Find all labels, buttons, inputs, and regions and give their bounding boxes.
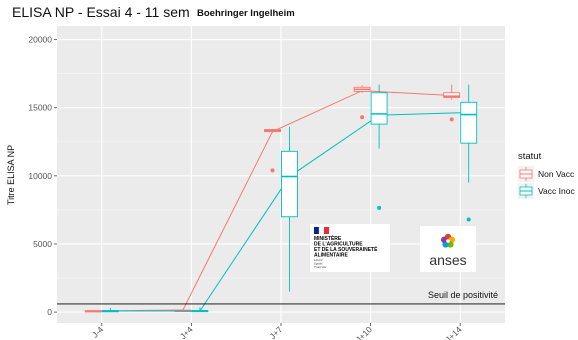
x-tick-label: J+10 xyxy=(354,324,374,340)
outlier-point xyxy=(466,217,471,222)
outlier-point xyxy=(449,117,454,122)
ministry-motto-2: Égalité xyxy=(313,261,323,266)
legend-keys: Non Vacc Vacc Inoc xyxy=(518,166,575,199)
x-tick-label: J+4 xyxy=(178,324,195,340)
grid xyxy=(57,26,505,323)
x-tick-label: J+7 xyxy=(267,324,284,340)
ministry-logo: MINISTÈRE DE L'AGRICULTURE ET DE LA SOUV… xyxy=(310,224,390,272)
x-tick-label: J+14 xyxy=(443,324,463,340)
chart-title: ELISA NP - Essai 4 - 11 sem xyxy=(12,4,190,20)
y-tick-label: 5000 xyxy=(33,239,52,249)
chart-marks xyxy=(84,84,478,313)
brand-label: Boehringer Ingelheim xyxy=(197,8,295,19)
anses-logo: anses xyxy=(420,226,476,272)
box xyxy=(370,92,388,125)
legend: statut Non Vacc Vacc Inoc xyxy=(518,151,575,199)
anses-flower-icon xyxy=(441,233,455,248)
x-tick-label: J-4 xyxy=(90,324,106,340)
flag-red xyxy=(324,227,329,234)
flag-white xyxy=(318,226,325,235)
y-axis-ticks: 0 5000 10000 15000 20000 xyxy=(28,35,57,317)
threshold-label: Seuil de positivité xyxy=(428,290,498,300)
y-tick-label: 20000 xyxy=(28,35,52,45)
y-tick-label: 10000 xyxy=(28,171,52,181)
y-axis-title: Titre ELISA NP xyxy=(6,145,16,205)
ministry-motto-1: Liberté xyxy=(313,258,323,262)
box xyxy=(281,150,298,218)
ministry-line-3: ET DE LA SOUVERAINETÉ xyxy=(314,245,378,253)
legend-label: Vacc Inoc xyxy=(538,186,575,196)
ministry-line-4: ALIMENTAIRE xyxy=(314,253,348,259)
ministry-line-2: DE L'AGRICULTURE xyxy=(314,242,363,248)
anses-logo-bg xyxy=(420,226,476,272)
outlier-point xyxy=(377,205,382,210)
legend-label: Non Vacc xyxy=(538,169,575,179)
x-axis-ticks: J-4 J+4 J+7 J+10 J+14 xyxy=(90,323,464,340)
box xyxy=(443,92,461,98)
y-tick-label: 15000 xyxy=(28,103,52,113)
ministry-motto-3: Fraternité xyxy=(313,265,327,269)
outlier-point xyxy=(270,168,275,173)
ministry-line-1: MINISTÈRE xyxy=(314,234,342,242)
flag-blue xyxy=(314,227,319,234)
anses-wordmark: anses xyxy=(429,252,466,268)
legend-title: statut xyxy=(518,151,542,162)
outlier-point xyxy=(360,115,365,120)
box xyxy=(460,101,478,144)
y-tick-label: 0 xyxy=(47,307,52,317)
